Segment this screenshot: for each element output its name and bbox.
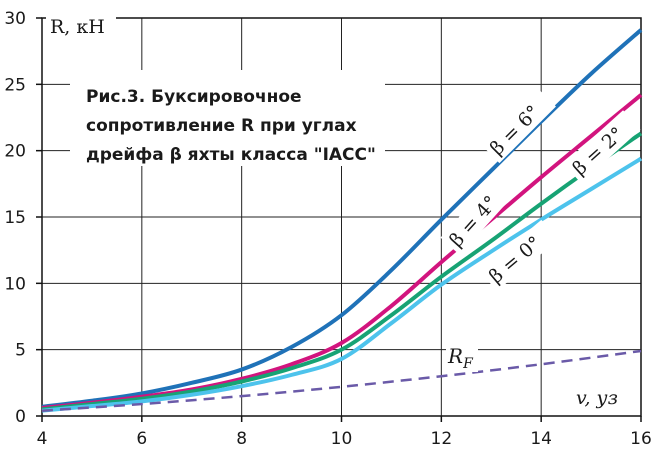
series-line-2-2 xyxy=(41,131,643,412)
y-tick-label-30: 30 xyxy=(4,9,26,29)
axes xyxy=(36,17,642,422)
y-tick-label-15: 15 xyxy=(4,208,26,228)
series-label-rf: RF xyxy=(446,344,478,372)
y-axis-label: R, кН xyxy=(50,16,105,38)
series-line-4-rf xyxy=(41,349,642,412)
series-lines xyxy=(41,28,643,413)
x-label-background xyxy=(566,384,634,410)
x-tick-label-10: 10 xyxy=(331,429,353,449)
y-tick-label-20: 20 xyxy=(4,142,26,162)
series-line-0-6 xyxy=(41,28,643,409)
x-tick-label-6: 6 xyxy=(136,429,147,449)
caption-line-3: дрейфа β яхты класса "IACC" xyxy=(86,145,376,165)
x-tick-label-14: 14 xyxy=(530,429,552,449)
y-tick-label-5: 5 xyxy=(15,341,26,361)
series-label-beta-6: β = 6° xyxy=(481,88,556,164)
series-line-3-0 xyxy=(41,156,643,413)
rf-subscript: F xyxy=(462,356,474,372)
x-axis-label: v, уз xyxy=(576,387,618,409)
caption-background xyxy=(70,70,385,166)
chart-caption: Рис.3. Буксировочное сопротивление R при… xyxy=(86,87,376,165)
y-tick-label-25: 25 xyxy=(4,75,26,95)
x-tick-label-8: 8 xyxy=(236,429,247,449)
x-tick-label-4: 4 xyxy=(37,429,48,449)
y-tick-label-0: 0 xyxy=(15,407,26,427)
y-label-background xyxy=(46,14,116,40)
caption-line-2: сопротивление R при углах xyxy=(86,116,357,136)
x-tick-label-16: 16 xyxy=(630,429,652,449)
y-tick-labels: 0 5 10 15 20 25 30 xyxy=(4,9,26,427)
y-tick-label-10: 10 xyxy=(4,274,26,294)
series-label-beta-0: β = 0° xyxy=(480,219,559,292)
caption-line-1: Рис.3. Буксировочное xyxy=(86,87,302,107)
x-tick-labels: 4 6 8 10 12 14 16 xyxy=(37,429,652,449)
x-tick-label-12: 12 xyxy=(431,429,453,449)
